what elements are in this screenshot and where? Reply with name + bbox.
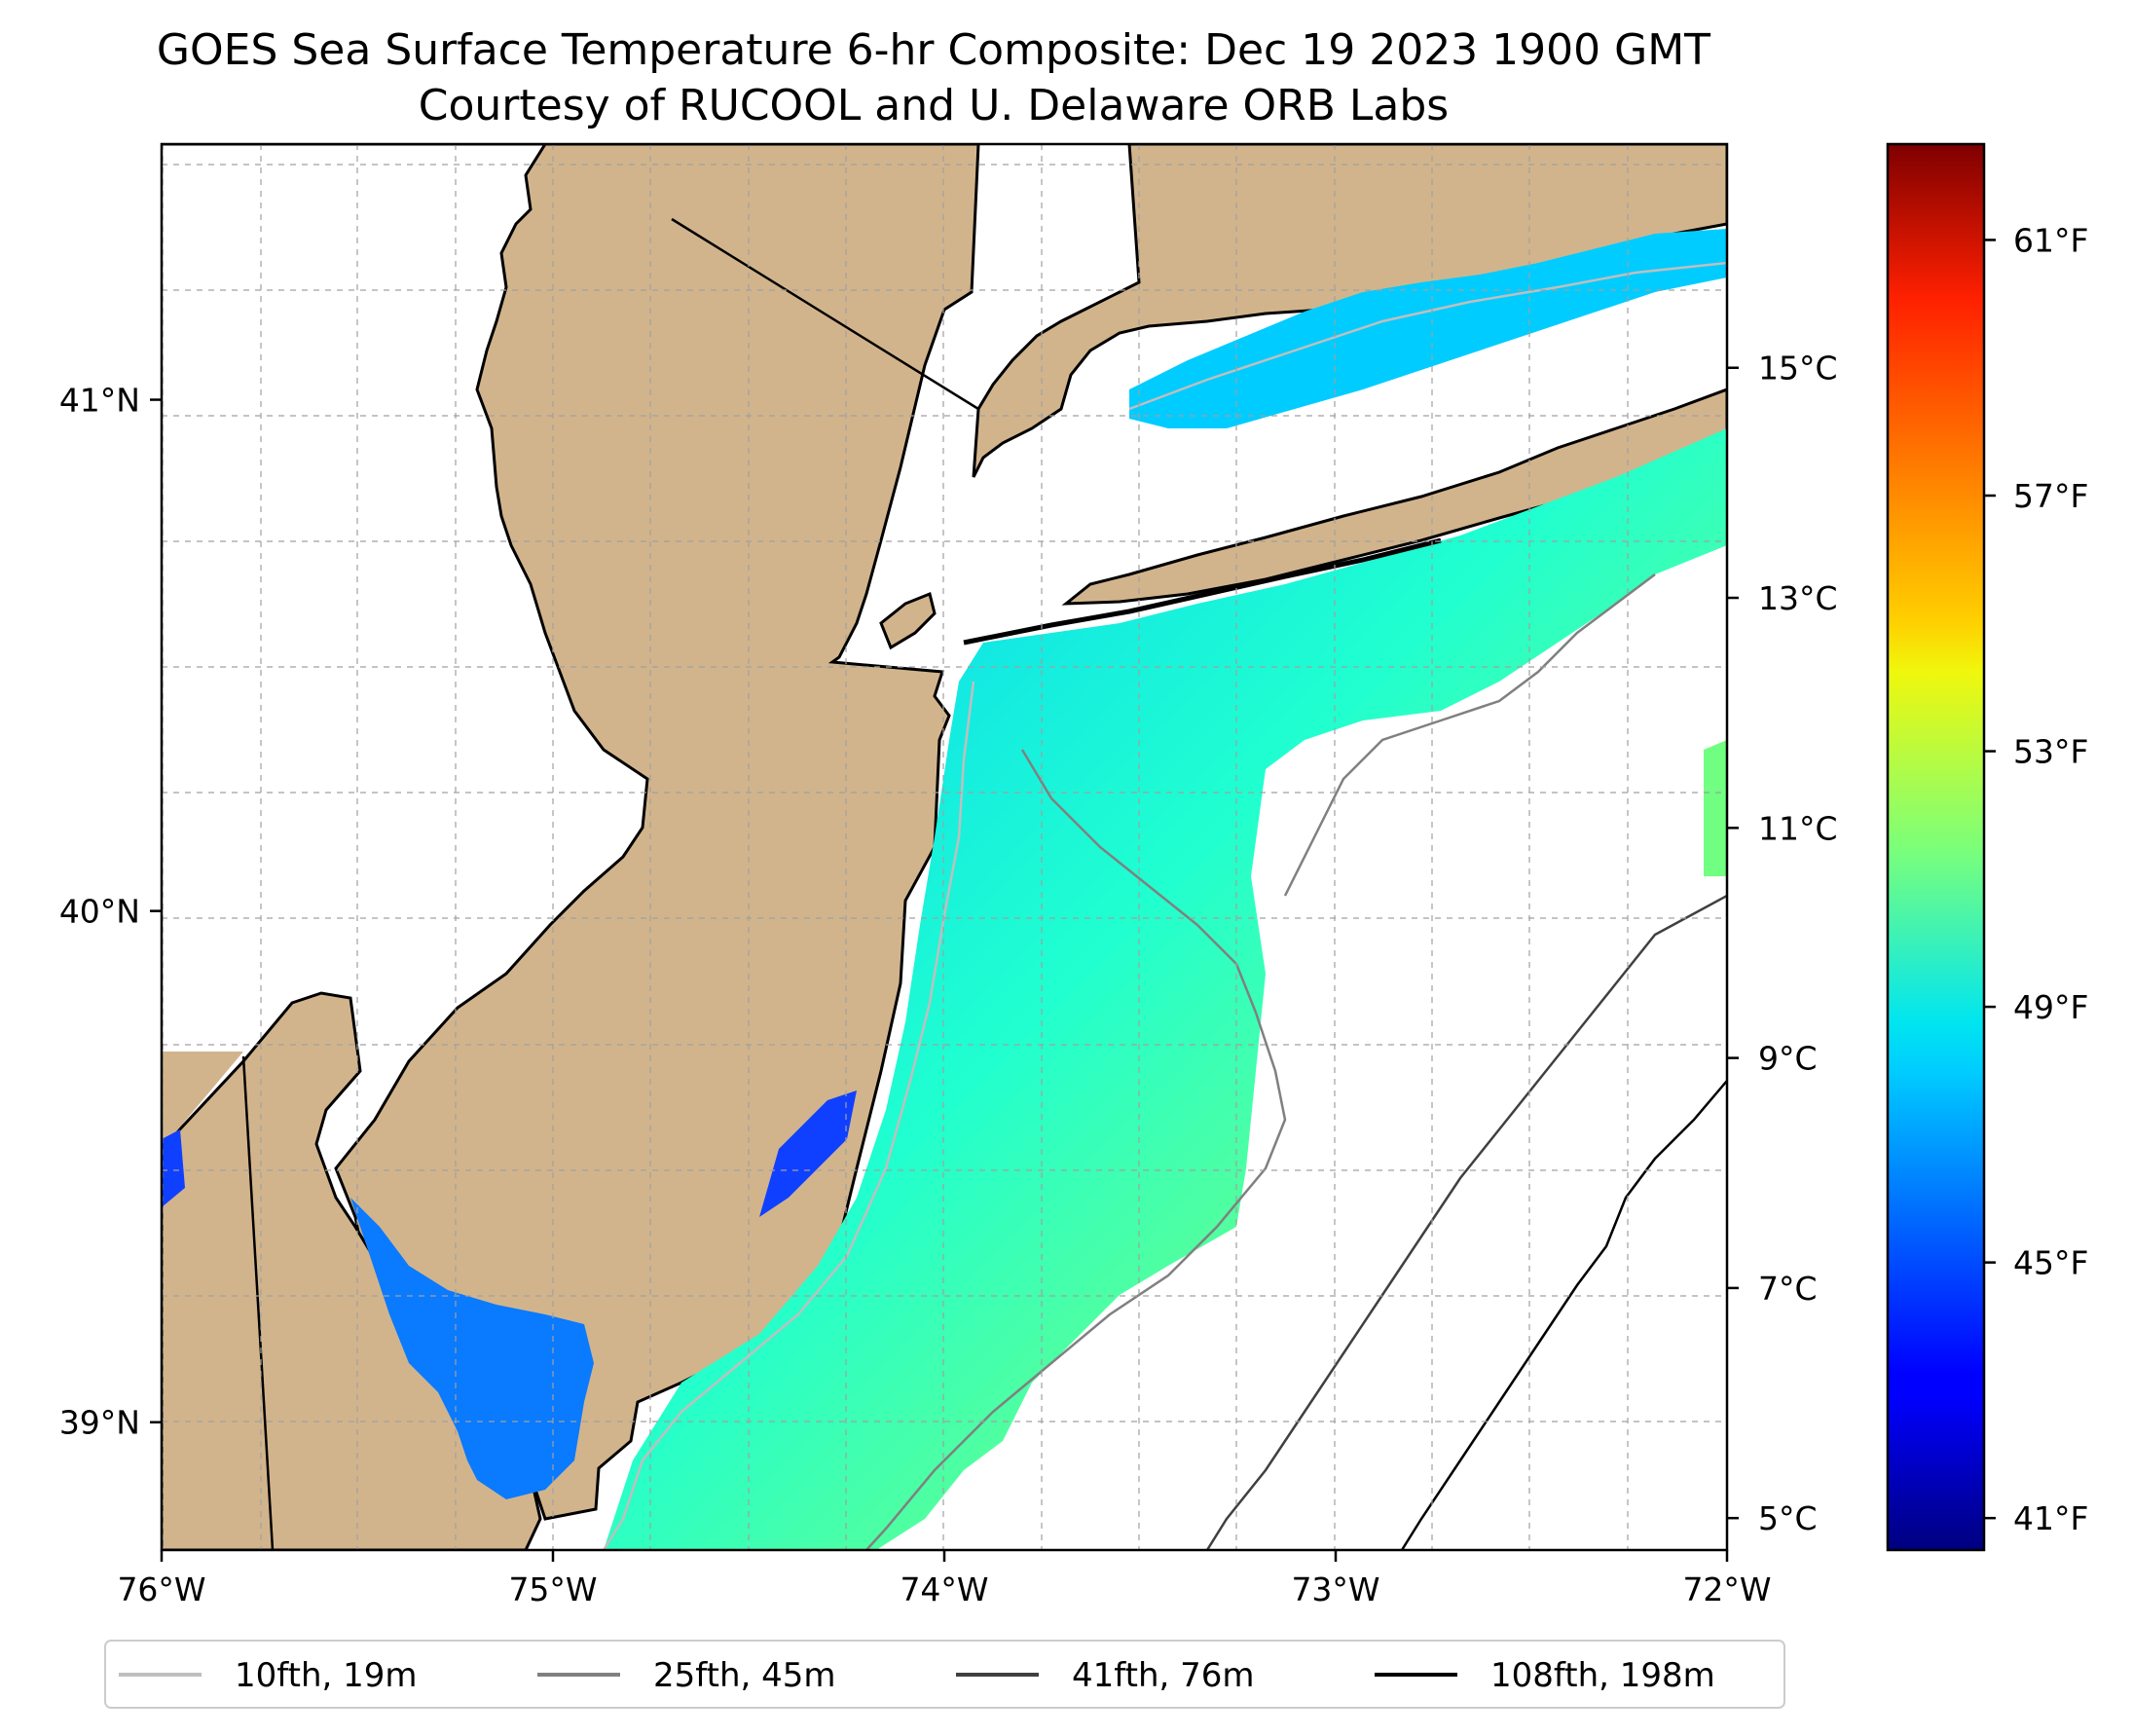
celsius-tick-label: 11°C [1758, 809, 1838, 847]
celsius-tick-label: 13°C [1758, 579, 1838, 617]
legend-box [104, 1640, 1785, 1709]
fahrenheit-tick-label: 41°F [2013, 1499, 2088, 1537]
title-line-1: GOES Sea Surface Temperature 6-hr Compos… [157, 25, 1710, 75]
state-boundary-de-md [241, 1055, 275, 1550]
celsius-tick-label: 15°C [1758, 350, 1838, 388]
isobath-41fth [1205, 894, 1727, 1550]
fahrenheit-tick-label: 45°F [2013, 1244, 2088, 1282]
celsius-tick-label: 7°C [1758, 1270, 1818, 1308]
map-panel: 76°W 75°W 74°W 73°W 72°W 39°N 40°N 41°N [59, 142, 1772, 1608]
y-tick-label: 41°N [59, 382, 140, 420]
legend: 10fth, 19m 25fth, 45m 41fth, 76m 108fth,… [104, 1640, 1785, 1709]
isobath-10fth [602, 261, 1727, 1550]
fahrenheit-tick-label: 57°F [2013, 477, 2088, 515]
legend-label-108fth: 108fth, 198m [1490, 1656, 1715, 1695]
y-tick-label: 40°N [59, 893, 140, 931]
land-long-island [1061, 388, 1727, 606]
colorbar-ticks: 41°F 45°F 49°F 53°F 57°F 61°F 5°C 7°C 9°C 11°C 13°… [1727, 221, 2088, 1537]
x-tick-label: 75°W [508, 1570, 597, 1608]
sst-field-upper-left [162, 1129, 185, 1207]
sst-field-east-patch [1704, 740, 1727, 876]
x-tick-label: 72°W [1682, 1570, 1771, 1608]
sst-field-inland-bays [759, 1090, 857, 1217]
x-tick-label: 74°W [900, 1570, 988, 1608]
map-axis-ticks: 76°W 75°W 74°W 73°W 72°W 39°N 40°N 41°N [59, 382, 1772, 1608]
state-boundary-ny-nj [671, 217, 979, 411]
y-tick-label: 39°N [59, 1404, 140, 1442]
sst-field-delaware-bay [350, 1198, 594, 1499]
x-tick-label: 73°W [1291, 1570, 1379, 1608]
sst-field-ocean [604, 428, 1727, 1550]
fahrenheit-tick-label: 53°F [2013, 733, 2088, 771]
isobath-108fth [1400, 1080, 1727, 1550]
fahrenheit-tick-label: 49°F [2013, 988, 2088, 1026]
celsius-tick-label: 9°C [1758, 1040, 1818, 1078]
land-delmarva-west [162, 1052, 243, 1149]
barrier-island-line [963, 537, 1442, 646]
fahrenheit-tick-label: 61°F [2013, 221, 2088, 259]
title-line-2: Courtesy of RUCOOL and U. Delaware ORB L… [419, 81, 1449, 130]
legend-label-41fth: 41fth, 76m [1072, 1656, 1255, 1695]
celsius-tick-label: 5°C [1758, 1499, 1818, 1537]
colorbar: 41°F 45°F 49°F 53°F 57°F 61°F 5°C 7°C 9°C 11°C 13°… [1727, 142, 2088, 1552]
land-staten-brooklyn [879, 591, 937, 650]
legend-label-25fth: 25fth, 45m [653, 1656, 836, 1695]
legend-label-10fth: 10fth, 19m [235, 1656, 418, 1695]
x-tick-label: 76°W [117, 1570, 205, 1608]
colorbar-gradient [1886, 142, 1986, 1552]
sst-field-long-island-sound [1129, 229, 1727, 428]
